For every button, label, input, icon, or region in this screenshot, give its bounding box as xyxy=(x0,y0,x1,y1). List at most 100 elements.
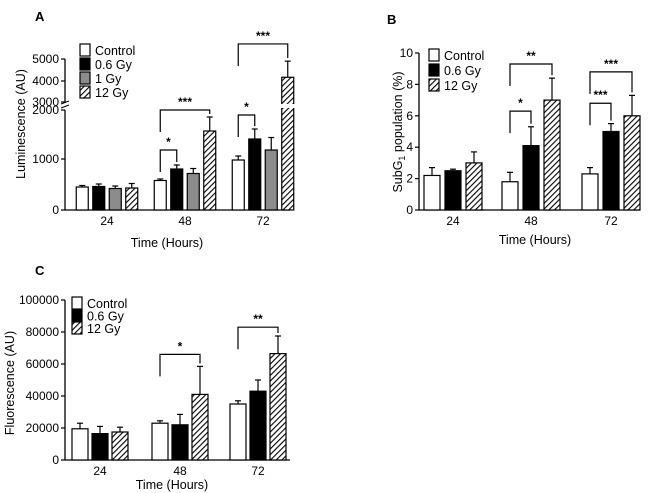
significance-label-a: * xyxy=(166,135,171,149)
bar-a xyxy=(186,172,200,211)
significance-label-b: ** xyxy=(526,49,536,63)
y-axis-title-a: Luminescence (AU) xyxy=(14,69,28,179)
bar-c xyxy=(71,428,89,461)
significance-bracket-b xyxy=(589,102,612,126)
y-tick-label-a: 3000 xyxy=(32,95,59,109)
bar-b xyxy=(623,115,641,211)
bar-b xyxy=(543,99,561,211)
y-tick-label-c: 20000 xyxy=(26,421,60,435)
significance-label-c: * xyxy=(178,339,183,353)
x-axis-title-b: Time (Hours) xyxy=(499,233,571,247)
y-tick-label-c: 40000 xyxy=(26,389,60,403)
legend-label-a: 1 Gy xyxy=(95,72,122,86)
legend-swatch-a xyxy=(79,71,91,85)
bar-a xyxy=(231,159,245,211)
x-axis-title-a: Time (Hours) xyxy=(131,236,203,250)
legend-label-b: 0.6 Gy xyxy=(444,64,482,78)
significance-label-a: *** xyxy=(178,95,192,109)
legend-swatch-b xyxy=(428,78,440,92)
bar-b xyxy=(444,170,462,211)
bar-a xyxy=(170,168,184,211)
x-tick-label-b: 48 xyxy=(524,214,538,228)
y-tick-label-b: 4 xyxy=(406,140,413,154)
legend-label-a: Control xyxy=(95,44,135,58)
bar-a xyxy=(281,76,295,211)
bar-c xyxy=(91,433,109,461)
significance-bracket-b xyxy=(509,63,553,86)
y-tick-label-c: 100000 xyxy=(19,293,59,307)
x-tick-label-a: 72 xyxy=(256,214,270,228)
bar-a xyxy=(125,187,139,211)
x-tick-label-c: 72 xyxy=(251,464,265,478)
significance-label-b: * xyxy=(518,96,523,110)
x-tick-label-a: 24 xyxy=(100,214,114,228)
legend-swatch-b xyxy=(428,63,440,77)
y-tick-label-a: 1000 xyxy=(32,152,59,166)
y-tick-label-b: 2 xyxy=(406,172,413,186)
significance-label-b: *** xyxy=(593,88,607,102)
bar-a xyxy=(248,138,262,211)
significance-bracket-a xyxy=(159,109,211,132)
bar-break-gap-a xyxy=(280,104,295,108)
significance-label-b: *** xyxy=(604,57,618,71)
y-tick-label-b: 6 xyxy=(406,109,413,123)
legend-label-a: 12 Gy xyxy=(95,86,129,100)
bar-b xyxy=(522,145,540,211)
significance-label-a: *** xyxy=(256,29,270,43)
bar-a xyxy=(203,130,217,211)
bar-a xyxy=(153,179,167,211)
x-axis-title-c: Time (Hours) xyxy=(136,478,208,492)
panel-label-a: A xyxy=(35,9,45,24)
bar-a xyxy=(92,185,106,211)
legend-swatch-a xyxy=(79,57,91,71)
bar-a xyxy=(108,187,122,211)
x-tick-label-b: 72 xyxy=(604,214,618,228)
significance-bracket-c xyxy=(159,353,201,377)
y-tick-label-c: 0 xyxy=(52,453,59,467)
bar-c xyxy=(191,393,209,461)
y-tick-label-a: 4000 xyxy=(32,74,59,88)
y-tick-label-a: 0 xyxy=(52,203,59,217)
legend-label-c: 0.6 Gy xyxy=(87,310,125,324)
bar-b xyxy=(423,174,441,211)
significance-bracket-b xyxy=(589,71,633,94)
legend-label-a: 0.6 Gy xyxy=(95,58,133,72)
y-tick-label-c: 80000 xyxy=(26,325,60,339)
y-axis-title-b: SubG1 population (%) xyxy=(391,71,407,192)
y-axis-title-c: Fluorescence (AU) xyxy=(3,331,17,435)
panel-label-c: C xyxy=(35,263,45,278)
legend-swatch-c xyxy=(71,321,83,335)
significance-bracket-a xyxy=(237,114,256,137)
bar-b xyxy=(501,181,519,211)
legend-swatch-b xyxy=(428,48,440,62)
bar-b xyxy=(581,173,599,211)
y-tick-label-b: 10 xyxy=(400,46,414,60)
x-tick-label-b: 24 xyxy=(446,214,460,228)
significance-bracket-a xyxy=(237,43,289,66)
legend-swatch-c xyxy=(71,308,83,323)
bar-c xyxy=(151,422,169,461)
x-tick-label-a: 48 xyxy=(178,214,192,228)
significance-label-c: ** xyxy=(253,312,263,326)
legend-swatch-c xyxy=(71,296,83,310)
bar-b xyxy=(602,130,620,211)
bar-a xyxy=(75,186,89,211)
panel-label-b: B xyxy=(387,12,396,27)
y-tick-label-b: 8 xyxy=(406,77,413,91)
bar-c xyxy=(111,431,129,461)
y-tick-label-a: 5000 xyxy=(32,52,59,66)
significance-bracket-c xyxy=(237,326,279,350)
y-tick-label-a: 2000 xyxy=(32,103,59,117)
x-tick-label-c: 24 xyxy=(93,464,107,478)
significance-label-a: * xyxy=(244,100,249,114)
legend-swatch-a xyxy=(79,43,91,57)
legend-swatch-a xyxy=(79,85,91,99)
bar-b xyxy=(465,162,483,211)
bar-a xyxy=(264,149,278,211)
x-tick-label-c: 48 xyxy=(173,464,187,478)
y-tick-label-c: 60000 xyxy=(26,357,60,371)
legend-label-b: 12 Gy xyxy=(444,79,478,93)
bar-c xyxy=(229,403,247,461)
bar-c xyxy=(171,424,189,461)
